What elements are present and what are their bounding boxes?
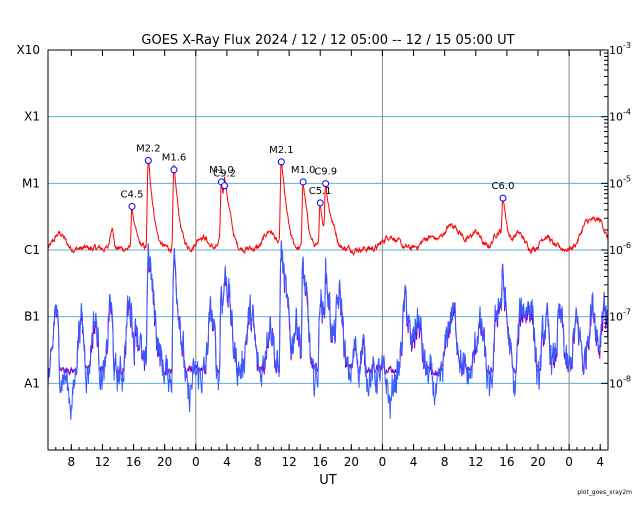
y-axis-right-tick-label: 10-3	[609, 41, 631, 57]
flare-marker	[299, 178, 307, 186]
y-axis-left-tick-label: M1	[22, 176, 40, 190]
y-axis-right-tick-label: 10-5	[609, 174, 631, 190]
flare-marker	[316, 199, 324, 207]
y-axis-right-tick-label: 10-8	[609, 374, 631, 390]
flare-marker	[277, 158, 285, 166]
flare-label: C9.2	[213, 169, 236, 180]
x-tick-label: 16	[126, 455, 141, 469]
x-axis-label: UT	[319, 473, 337, 488]
flare-marker	[144, 157, 152, 165]
flare-label: C6.0	[492, 181, 515, 192]
x-tick-label: 16	[313, 455, 328, 469]
series-layer	[47, 158, 609, 420]
flare-label: M2.2	[136, 144, 161, 155]
x-tick-label: 4	[223, 455, 231, 469]
x-tick-label: 20	[157, 455, 172, 469]
x-tick-label: 12	[95, 455, 110, 469]
flare-marker	[128, 202, 136, 210]
y-axis-right-tick-label: 10-7	[609, 308, 631, 324]
y-axis-left-tick-label: C1	[24, 243, 40, 257]
x-tick-label: 0	[565, 455, 573, 469]
flare-label: M1.6	[162, 153, 187, 164]
x-tick-label: 12	[468, 455, 483, 469]
flare-label: M1.0	[209, 165, 234, 176]
chart-title: GOES X-Ray Flux 2024 / 12 / 12 05:00 -- …	[141, 33, 514, 48]
y-axis-right-tick-label: 10-6	[609, 241, 631, 257]
flare-label: C5.1	[309, 186, 332, 197]
flare-marker	[170, 166, 178, 174]
flare-marker	[322, 180, 330, 188]
x-tick-label: 4	[596, 455, 604, 469]
x-tick-label: 8	[441, 455, 449, 469]
x-tick-label: 0	[192, 455, 200, 469]
x-tick-label: 4	[410, 455, 418, 469]
flare-layer: C4.5M2.2M1.6M1.0C9.2M2.1M1.0C5.1C9.9C6.0	[121, 144, 515, 210]
y-axis-left-tick-label: B1	[24, 310, 40, 324]
y-axis-left-tick-label: A1	[24, 376, 40, 390]
grid-layer	[48, 50, 608, 450]
flare-label: C9.9	[314, 167, 337, 178]
y-axis-left-tick-label: X10	[17, 43, 41, 57]
flare-label: M2.1	[269, 145, 294, 156]
footer-note: plot_goes_xray2m	[577, 489, 632, 496]
x-tick-label: 16	[499, 455, 514, 469]
x-tick-label: 0	[379, 455, 387, 469]
series-line-long	[47, 158, 609, 256]
x-tick-label: 8	[68, 455, 76, 469]
x-tick-label: 8	[254, 455, 262, 469]
flare-marker	[499, 194, 507, 202]
flare-label: C4.5	[121, 189, 144, 200]
y-axis-right-tick-label: 10-4	[609, 108, 631, 124]
y-axis-left-tick-label: X1	[24, 110, 40, 124]
series-line-short	[47, 241, 609, 420]
x-tick-label: 12	[281, 455, 296, 469]
x-tick-label: 20	[344, 455, 359, 469]
axis-layer: X10 X1 M1 C1 B1 A1 10-3 10-4 10-5 10-6 10-7 10-8 8 12…	[17, 41, 631, 469]
x-tick-label: 20	[530, 455, 545, 469]
flare-marker	[221, 182, 229, 190]
flare-label: M1.0	[291, 165, 316, 176]
